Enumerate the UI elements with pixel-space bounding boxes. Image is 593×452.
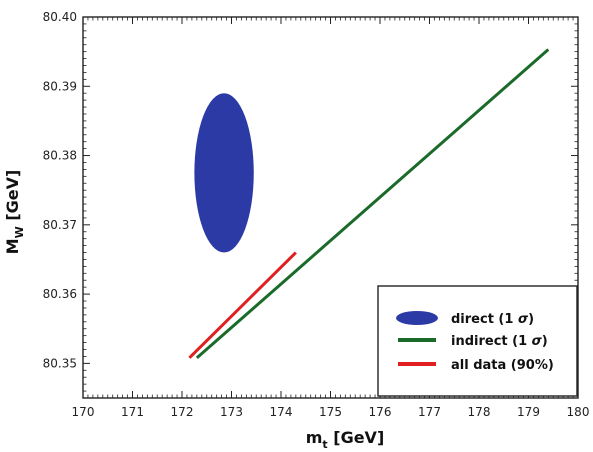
legend: direct (1 σ) indirect (1 σ) all data (90…	[377, 285, 578, 397]
y-tick-label: 80.39	[43, 79, 77, 93]
legend-label-direct: direct (1 σ)	[451, 312, 534, 327]
y-tick-label: 80.37	[43, 218, 77, 232]
x-tick-label: 179	[517, 405, 540, 419]
legend-label-all-data: all data (90%)	[451, 358, 554, 373]
x-tick-label: 177	[418, 405, 441, 419]
y-tick-label: 80.36	[43, 287, 77, 301]
x-tick-label: 176	[369, 405, 392, 419]
x-tick-label: 172	[171, 405, 194, 419]
y-tick-label: 80.38	[43, 149, 77, 163]
x-tick-label: 170	[72, 405, 95, 419]
legend-label-indirect: indirect (1 σ)	[451, 334, 548, 349]
legend-marker-indirect	[398, 338, 436, 342]
series-direct-ellipse	[194, 93, 254, 253]
x-tick-label: 173	[220, 405, 243, 419]
y-axis-label: MW [GeV]	[3, 170, 26, 255]
y-tick-label: 80.40	[43, 10, 77, 24]
x-tick-label: 175	[319, 405, 342, 419]
x-axis-label: mt [GeV]	[306, 428, 385, 451]
series-indirect-band	[195, 48, 550, 359]
x-tick-label: 178	[468, 405, 491, 419]
x-tick-label: 174	[270, 405, 293, 419]
series-all-data-band	[188, 251, 297, 359]
x-tick-label: 171	[121, 405, 144, 419]
legend-marker-all-data	[398, 362, 436, 366]
y-tick-label: 80.35	[43, 356, 77, 370]
legend-marker-direct	[396, 311, 438, 325]
x-tick-label: 180	[567, 405, 590, 419]
